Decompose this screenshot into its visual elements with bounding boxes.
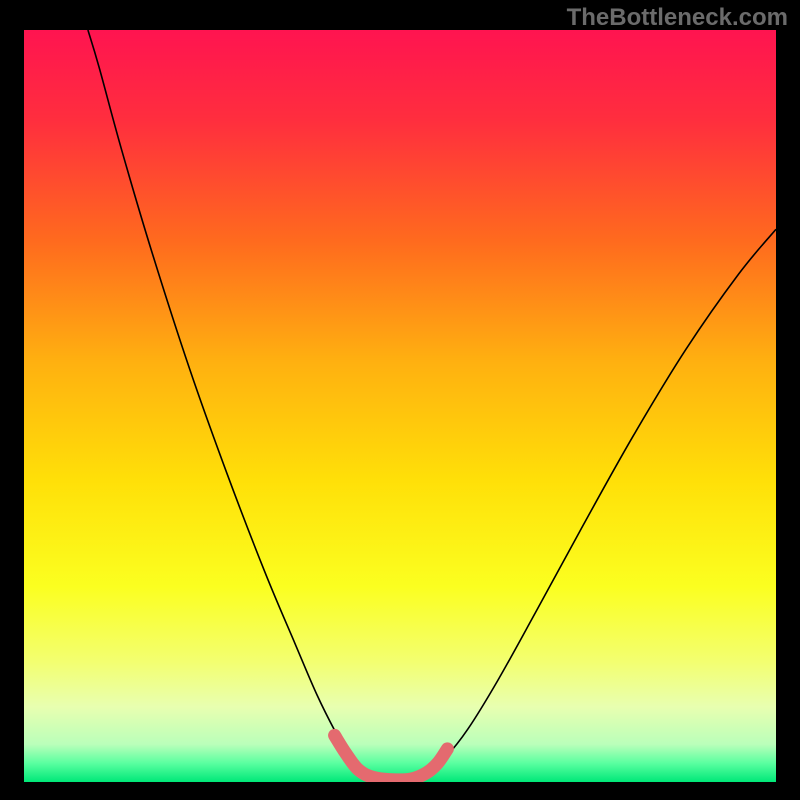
chart-container: TheBottleneck.com bbox=[0, 0, 800, 800]
watermark-text: TheBottleneck.com bbox=[567, 4, 788, 32]
curve-overlay bbox=[24, 30, 776, 782]
optimal-range-highlight bbox=[335, 735, 448, 780]
bottleneck-curve bbox=[88, 30, 776, 781]
plot-area bbox=[24, 30, 776, 782]
